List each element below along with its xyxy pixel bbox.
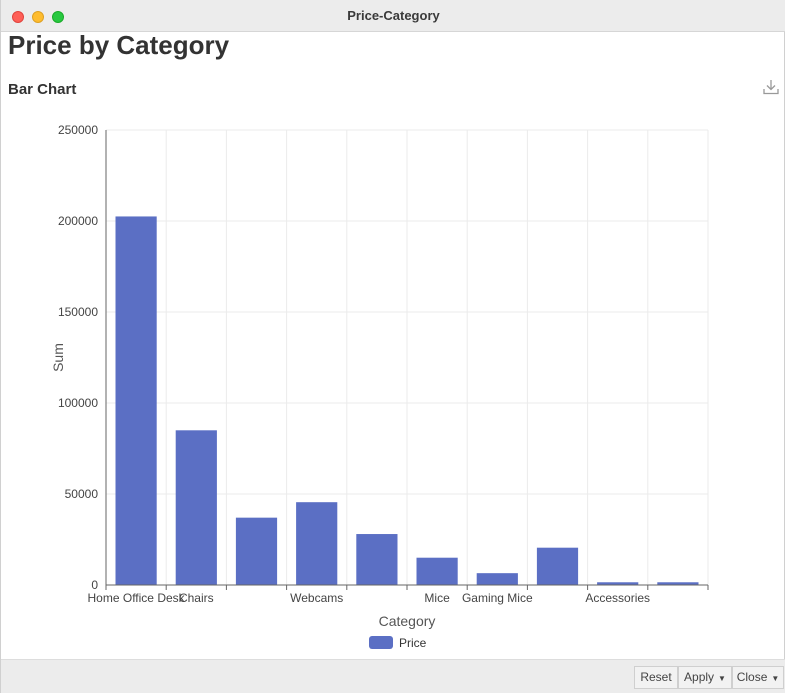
download-button[interactable] — [762, 78, 780, 96]
x-tick-label: Gaming Mice — [462, 591, 533, 605]
title-bar: Price-Category — [1, 0, 785, 32]
x-axis-title: Category — [379, 613, 436, 629]
footer-bar: Reset Apply ▼ Close ▼ — [1, 659, 785, 693]
x-tick-label: Accessories — [585, 591, 650, 605]
chart-section-title: Bar Chart — [8, 81, 77, 98]
close-window-button[interactable] — [12, 11, 24, 23]
download-icon — [763, 80, 779, 95]
y-tick-label: 100000 — [58, 396, 98, 410]
x-tick-label: Chairs — [179, 591, 214, 605]
y-tick-label: 250000 — [58, 123, 98, 137]
x-tick-label: Mice — [424, 591, 450, 605]
x-tick-label: Home Office Desk — [88, 591, 186, 605]
legend-swatch — [369, 636, 393, 649]
close-caret-icon: ▼ — [771, 674, 780, 683]
bar — [597, 582, 639, 585]
y-tick-label: 50000 — [65, 487, 99, 501]
bar — [296, 502, 338, 585]
bar — [416, 557, 458, 585]
legend-label: Price — [399, 636, 427, 650]
apply-label: Apply — [684, 670, 715, 684]
bar — [235, 517, 278, 585]
close-label: Close — [736, 670, 768, 684]
y-tick-label: 200000 — [58, 214, 98, 228]
bar — [175, 430, 217, 585]
bar — [657, 582, 699, 585]
bar — [356, 534, 398, 585]
reset-button[interactable]: Reset — [634, 666, 678, 689]
close-button[interactable]: Close ▼ — [732, 666, 784, 689]
bar — [476, 573, 518, 585]
y-tick-label: 0 — [91, 578, 98, 592]
apply-caret-icon: ▼ — [718, 674, 726, 683]
apply-button[interactable]: Apply ▼ — [678, 666, 732, 689]
y-axis-title: Sum — [50, 343, 66, 372]
y-tick-label: 150000 — [58, 305, 98, 319]
bar — [115, 216, 157, 585]
bar-chart: 0 50000 100000 150000 200000 250000 Home Offic… — [50, 123, 709, 650]
minimize-window-button[interactable] — [32, 11, 44, 23]
bar — [536, 547, 579, 585]
reset-label: Reset — [640, 670, 672, 684]
page-title: Price by Category — [8, 30, 230, 60]
x-tick-label: Webcams — [290, 591, 343, 605]
zoom-window-button[interactable] — [52, 11, 64, 23]
window-title: Price-Category — [347, 8, 440, 23]
